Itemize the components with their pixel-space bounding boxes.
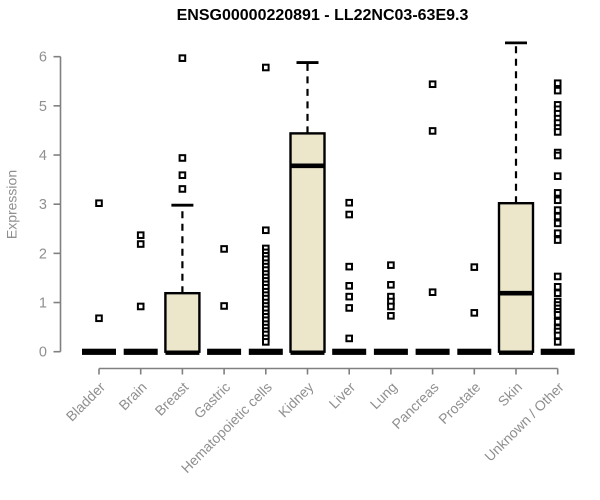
outlier-point-breast xyxy=(178,54,187,62)
outlier-point-unknown-other xyxy=(553,151,562,160)
outlier-point-unknown-other xyxy=(553,236,562,244)
outlier-point-unknown-other xyxy=(553,196,562,205)
outlier-point-breast xyxy=(178,154,187,162)
outlier-point-hematopoietic-cells xyxy=(262,226,270,235)
outlier-point-prostate xyxy=(470,263,479,271)
outlier-point-pancreas xyxy=(428,127,437,135)
zero-median-bar-prostate xyxy=(457,348,492,355)
outlier-point-unknown-other xyxy=(553,289,562,297)
outlier-point-unknown-other xyxy=(553,189,562,197)
x-tick-label-breast: Breast xyxy=(152,379,192,419)
x-tick-label-bladder: Bladder xyxy=(63,379,109,425)
outlier-point-unknown-other xyxy=(553,311,562,319)
outlier-point-liver xyxy=(345,334,353,343)
y-tick-label: 5 xyxy=(39,99,47,115)
outlier-point-bladder xyxy=(95,199,103,208)
x-tick-label-skin: Skin xyxy=(495,379,526,410)
x-tick-label-unknown-other: Unknown / Other xyxy=(481,379,567,465)
y-tick-label: 1 xyxy=(39,296,47,312)
outlier-point-unknown-other xyxy=(553,128,562,136)
y-tick-label: 6 xyxy=(39,50,47,66)
outlier-point-brain xyxy=(136,302,145,311)
x-tick-label-kidney: Kidney xyxy=(275,379,317,421)
outlier-point-brain xyxy=(136,240,145,248)
outlier-point-liver xyxy=(345,282,353,290)
outlier-point-unknown-other xyxy=(553,212,562,221)
outlier-point-hematopoietic-cells xyxy=(262,338,270,346)
box-kidney xyxy=(289,132,326,353)
x-tick-label-prostate: Prostate xyxy=(435,379,483,427)
x-tick-label-liver: Liver xyxy=(326,379,359,412)
outlier-point-brain xyxy=(136,231,145,239)
zero-median-bar-gastric xyxy=(207,348,242,355)
zero-median-bar-unknown-other xyxy=(540,348,575,355)
outlier-point-gastric xyxy=(220,302,228,310)
outlier-point-unknown-other xyxy=(553,206,562,214)
outlier-point-unknown-other xyxy=(553,86,562,95)
outlier-point-hematopoietic-cells xyxy=(262,63,270,72)
outlier-point-prostate xyxy=(470,309,479,317)
y-tick-label: 3 xyxy=(39,197,47,213)
y-tick-label: 2 xyxy=(39,246,47,262)
outlier-point-unknown-other xyxy=(553,338,562,346)
zero-median-bar-hematopoietic-cells xyxy=(248,348,283,355)
outlier-point-unknown-other xyxy=(553,219,562,228)
outlier-point-unknown-other xyxy=(553,317,562,326)
zero-median-bar-brain xyxy=(123,348,158,355)
outlier-point-unknown-other xyxy=(553,172,562,180)
outlier-point-unknown-other xyxy=(553,272,562,281)
outlier-point-breast xyxy=(178,171,187,179)
y-tick-label: 0 xyxy=(39,345,47,361)
outlier-point-lung xyxy=(387,312,395,320)
outlier-point-unknown-other xyxy=(553,79,562,88)
y-tick-label: 4 xyxy=(39,148,47,164)
outlier-point-liver xyxy=(345,198,353,207)
box-skin xyxy=(497,202,535,353)
outlier-point-unknown-other xyxy=(553,282,562,291)
zero-median-bar-bladder xyxy=(82,348,116,355)
chart-title: ENSG00000220891 - LL22NC03-63E9.3 xyxy=(176,7,469,24)
x-tick-label-lung: Lung xyxy=(367,379,400,412)
outlier-point-gastric xyxy=(220,245,228,253)
outlier-point-liver xyxy=(345,292,353,301)
outlier-point-lung xyxy=(387,302,395,311)
outlier-point-liver xyxy=(345,262,353,271)
zero-median-bar-liver xyxy=(332,348,367,355)
outlier-point-liver xyxy=(345,210,353,219)
outlier-point-breast xyxy=(178,185,187,193)
outlier-point-pancreas xyxy=(428,80,437,89)
outlier-point-lung xyxy=(387,261,395,269)
outlier-point-unknown-other xyxy=(553,229,562,238)
zero-median-bar-pancreas xyxy=(415,348,450,355)
x-tick-label-brain: Brain xyxy=(115,379,149,413)
outlier-point-liver xyxy=(345,304,353,312)
box-breast xyxy=(164,291,201,353)
outlier-point-unknown-other xyxy=(553,331,562,340)
zero-median-bar-lung xyxy=(373,348,408,355)
outlier-point-bladder xyxy=(95,314,103,323)
outlier-point-pancreas xyxy=(428,288,437,297)
outlier-point-lung xyxy=(387,281,395,289)
